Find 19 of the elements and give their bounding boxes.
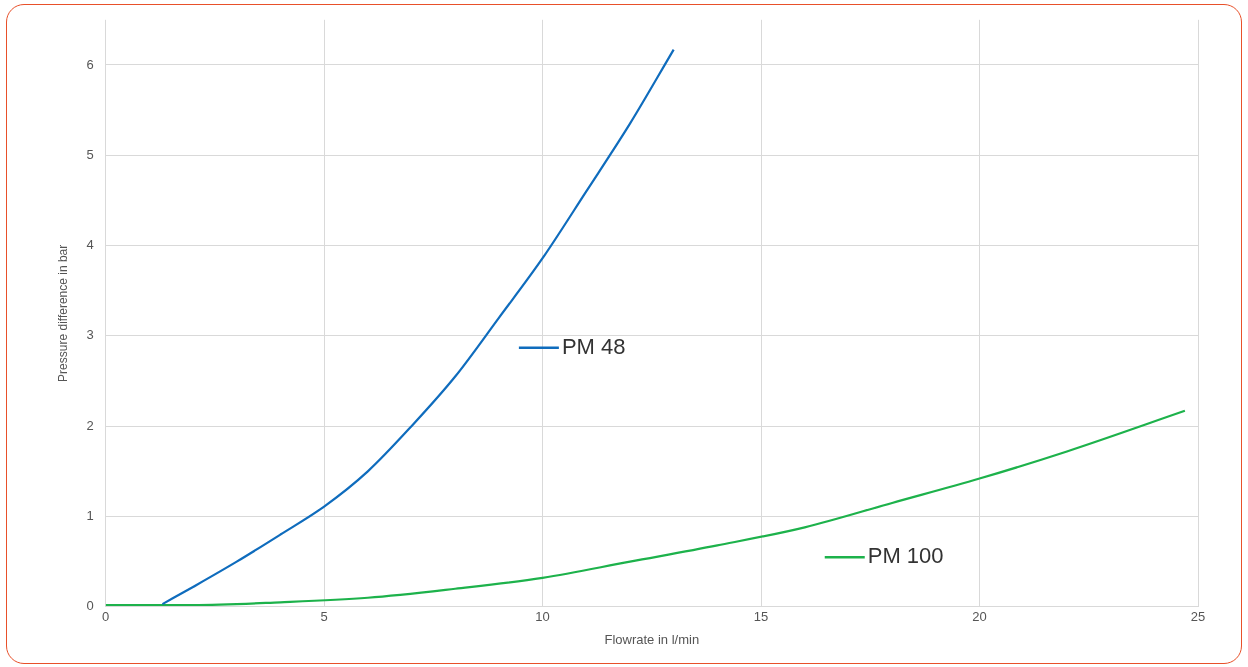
legend-label: PM 48 xyxy=(561,333,626,359)
line-series xyxy=(161,48,675,606)
x-tick-label: 15 xyxy=(753,609,769,625)
x-axis-title: Flowrate in l/min xyxy=(604,631,700,647)
y-tick-label: 3 xyxy=(86,327,94,343)
y-tick-label: 5 xyxy=(86,146,94,162)
y-tick-label: 2 xyxy=(86,417,94,433)
x-tick-label: 10 xyxy=(535,609,550,625)
x-tick-label: 25 xyxy=(1190,609,1206,625)
x-tick-label: 0 xyxy=(102,609,110,625)
x-tick-label: 5 xyxy=(320,609,328,625)
line-series xyxy=(105,409,1186,607)
y-tick-label: 4 xyxy=(86,237,94,253)
y-axis-title: Pressure difference in bar xyxy=(55,244,70,382)
y-tick-label: 0 xyxy=(86,598,94,614)
y-tick-label: 6 xyxy=(86,56,94,72)
y-tick-label: 1 xyxy=(86,508,94,524)
legend-label: PM 100 xyxy=(867,543,944,569)
x-tick-label: 20 xyxy=(972,609,987,625)
